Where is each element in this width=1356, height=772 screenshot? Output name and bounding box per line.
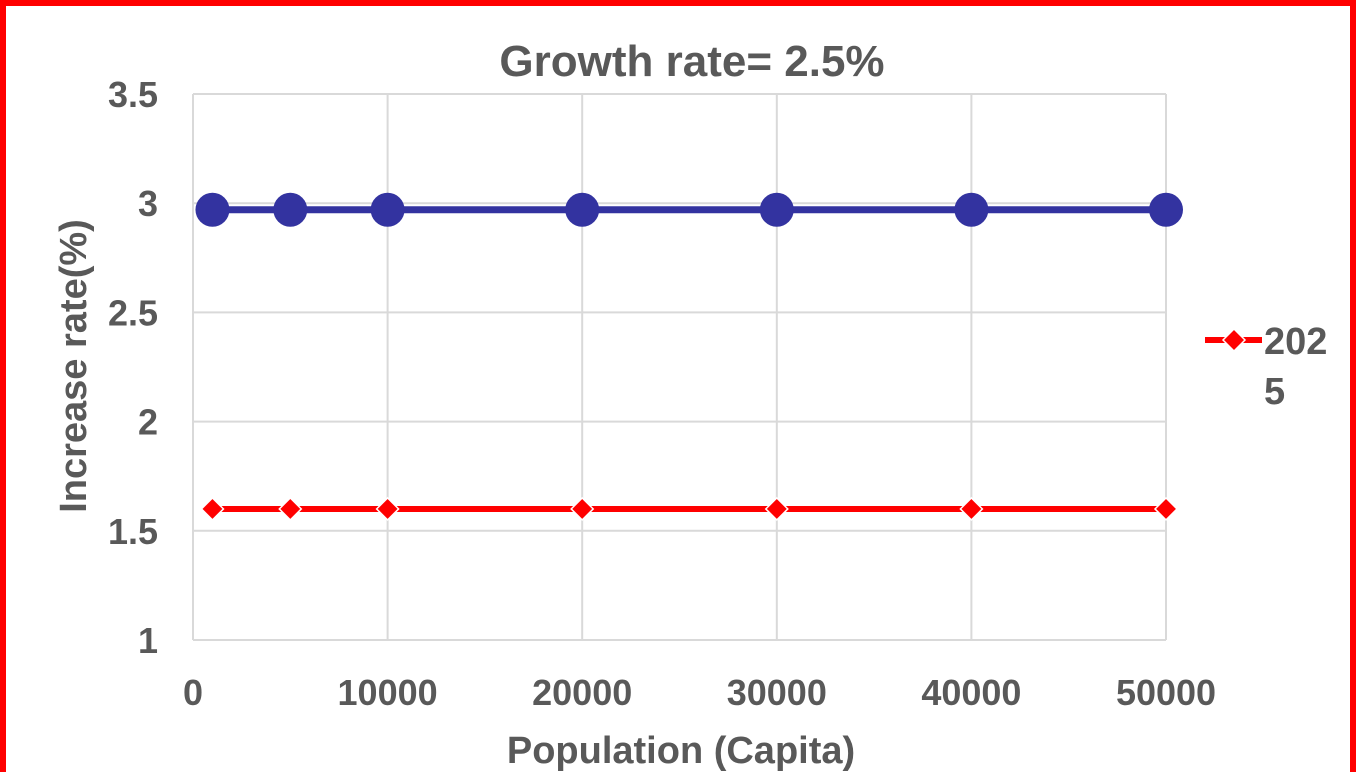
series-1 bbox=[200, 496, 1179, 522]
x-axis-title: Population (Capita) bbox=[507, 730, 855, 772]
x-tick-label-4: 40000 bbox=[921, 672, 1021, 713]
x-tick-labels: 0 10000 20000 30000 40000 50000 bbox=[183, 672, 1216, 713]
series-1-point-0 bbox=[200, 496, 225, 522]
series-0-point-5 bbox=[954, 192, 989, 227]
x-tick-label-5: 50000 bbox=[1116, 672, 1216, 713]
legend-swatch-marker bbox=[1221, 327, 1247, 353]
y-tick-label-4: 3 bbox=[138, 183, 158, 224]
series-0-point-4 bbox=[759, 192, 794, 227]
series-1-point-5 bbox=[959, 496, 984, 522]
grid bbox=[192, 93, 1167, 641]
x-tick-label-0: 0 bbox=[183, 672, 203, 713]
y-tick-label-3: 2.5 bbox=[108, 292, 158, 333]
y-tick-label-0: 1 bbox=[138, 620, 158, 661]
x-tick-label-2: 20000 bbox=[532, 672, 632, 713]
x-tick-label-3: 30000 bbox=[727, 672, 827, 713]
series-1-point-1 bbox=[278, 496, 303, 522]
series-0-point-1 bbox=[273, 192, 308, 227]
y-tick-label-1: 1.5 bbox=[108, 511, 158, 552]
y-axis-title: Increase rate(%) bbox=[53, 219, 95, 513]
series-layer bbox=[195, 192, 1183, 522]
legend: 202 5 bbox=[1205, 321, 1327, 413]
chart-title: Growth rate= 2.5% bbox=[499, 37, 884, 86]
x-tick-label-1: 10000 bbox=[338, 672, 438, 713]
series-0-point-0 bbox=[195, 192, 230, 227]
series-1-point-6 bbox=[1153, 496, 1179, 522]
series-0-point-2 bbox=[370, 192, 405, 227]
series-0-point-6 bbox=[1149, 192, 1183, 227]
y-tick-label-5: 3.5 bbox=[108, 74, 158, 115]
series-1-point-3 bbox=[570, 496, 595, 522]
legend-label: 202 5 bbox=[1264, 321, 1327, 413]
y-tick-labels: 1 1.5 2 2.5 3 3.5 bbox=[108, 74, 158, 661]
series-0 bbox=[195, 192, 1183, 227]
series-1-point-4 bbox=[764, 496, 789, 522]
y-tick-label-2: 2 bbox=[138, 402, 158, 443]
series-1-point-2 bbox=[375, 496, 400, 522]
series-0-point-3 bbox=[565, 192, 600, 227]
